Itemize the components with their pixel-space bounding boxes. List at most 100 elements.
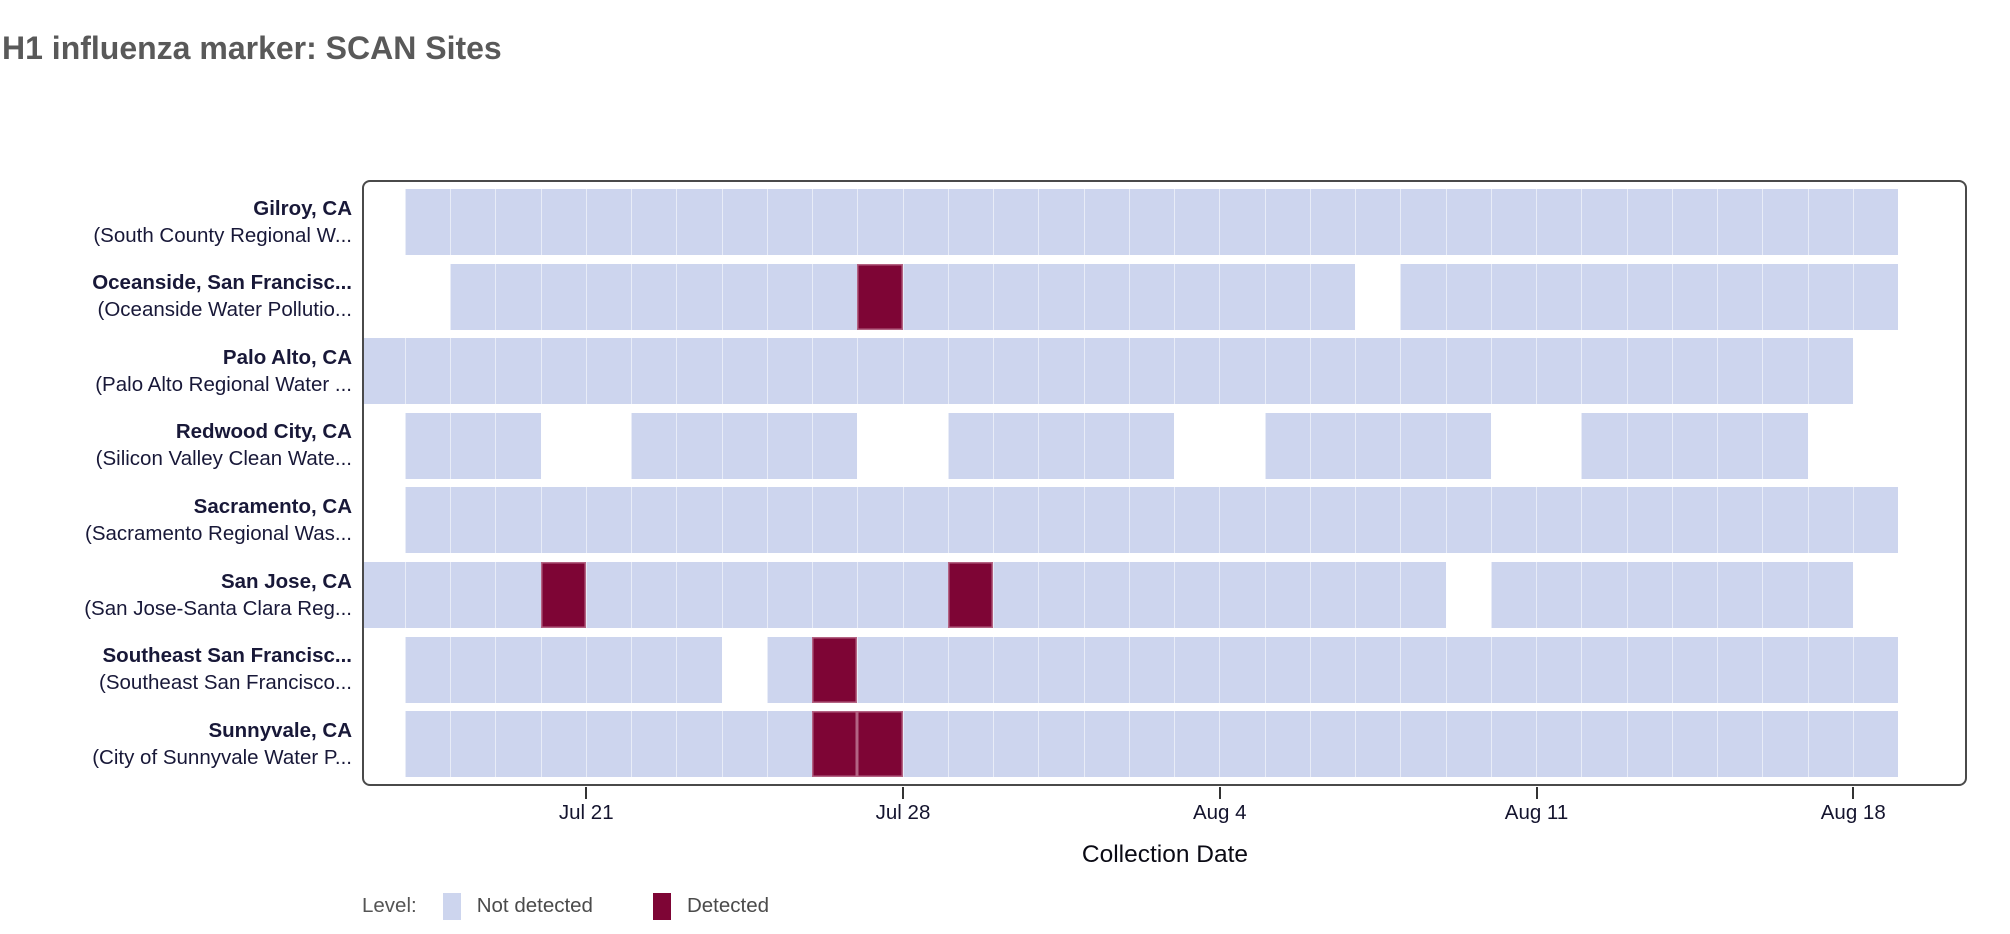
- heatmap-tile-not-detected: [1174, 189, 1220, 255]
- heatmap-tile-not-detected: [631, 636, 677, 703]
- heatmap-tile-not-detected: [766, 636, 812, 703]
- heatmap-tile-not-detected: [585, 189, 631, 255]
- site-city: Sacramento, CA: [193, 494, 352, 518]
- heatmap-tile-not-detected: [1400, 412, 1446, 479]
- heatmap-tile-not-detected: [1355, 412, 1401, 479]
- heatmap-tile-not-detected: [947, 412, 993, 479]
- heatmap-tile-not-detected: [1309, 636, 1355, 703]
- heatmap-tile-not-detected: [1762, 263, 1808, 330]
- heatmap-tile-not-detected: [812, 487, 858, 554]
- heatmap-tile-not-detected: [902, 487, 948, 554]
- heatmap-tile-not-detected: [1083, 412, 1129, 479]
- heatmap-tile-not-detected: [1445, 711, 1491, 778]
- heatmap-tile-not-detected: [721, 263, 767, 330]
- heatmap-tile-not-detected: [1038, 263, 1084, 330]
- heatmap-tile-not-detected: [1264, 711, 1310, 778]
- heatmap-tile-not-detected: [1445, 636, 1491, 703]
- heatmap-tile-not-detected: [812, 562, 858, 628]
- heatmap-tile-not-detected: [1717, 412, 1763, 479]
- heatmap-tile-not-detected: [1355, 189, 1401, 255]
- heatmap-tile-not-detected: [1852, 189, 1898, 255]
- heatmap-tile-not-detected: [1536, 189, 1582, 255]
- heatmap-tile-not-detected: [947, 189, 993, 255]
- heatmap-tile-not-detected: [450, 412, 496, 479]
- heatmap-tile-not-detected: [1128, 338, 1174, 405]
- heatmap-tile-not-detected: [676, 338, 722, 405]
- heatmap-tile-not-detected: [1445, 338, 1491, 405]
- x-tick-mark: [1535, 787, 1538, 799]
- heatmap-tile-not-detected: [857, 338, 903, 405]
- heatmap-tile-not-detected: [1128, 189, 1174, 255]
- heatmap-tile-not-detected: [450, 487, 496, 554]
- heatmap-tile-not-detected: [450, 562, 496, 628]
- heatmap-tile-not-detected: [721, 189, 767, 255]
- heatmap-tile-not-detected: [1536, 487, 1582, 554]
- x-tick-label: Aug 18: [1820, 801, 1886, 824]
- heatmap-tile-not-detected: [585, 711, 631, 778]
- heatmap-tile-not-detected: [1309, 189, 1355, 255]
- heatmap-tile-not-detected: [1536, 562, 1582, 628]
- x-tick-mark: [585, 787, 588, 799]
- heatmap-tile-not-detected: [495, 338, 541, 405]
- heatmap-tile-not-detected: [1038, 189, 1084, 255]
- heatmap-tile-not-detected: [993, 189, 1039, 255]
- heatmap-tile-not-detected: [631, 263, 677, 330]
- heatmap-tile-not-detected: [1581, 711, 1627, 778]
- x-tick-label: Jul 21: [558, 801, 614, 824]
- legend-swatch-not-detected-icon: [442, 892, 461, 920]
- heatmap-tile-not-detected: [1490, 636, 1536, 703]
- x-tick-label: Aug 11: [1504, 801, 1569, 824]
- heatmap-tile-not-detected: [495, 636, 541, 703]
- heatmap-tile-not-detected: [1219, 711, 1265, 778]
- heatmap-tile-not-detected: [1083, 711, 1129, 778]
- heatmap-tile-not-detected: [631, 189, 677, 255]
- heatmap-tile-not-detected: [1852, 487, 1898, 554]
- heatmap-tile-not-detected: [631, 711, 677, 778]
- heatmap-tile-not-detected: [1219, 487, 1265, 554]
- heatmap-tile-not-detected: [1445, 412, 1491, 479]
- heatmap-tile-not-detected: [450, 711, 496, 778]
- x-tick-mark: [1852, 787, 1855, 799]
- heatmap-tile-not-detected: [766, 562, 812, 628]
- site-facility: (Sacramento Regional Was...: [85, 521, 352, 545]
- heatmap-tile-not-detected: [857, 189, 903, 255]
- heatmap-tile-not-detected: [1038, 711, 1084, 778]
- heatmap-tile-not-detected: [1264, 189, 1310, 255]
- site-city: Palo Alto, CA: [222, 345, 352, 369]
- heatmap-tile-not-detected: [1445, 189, 1491, 255]
- heatmap-tile-not-detected: [1671, 338, 1717, 405]
- heatmap-tile-not-detected: [1536, 338, 1582, 405]
- heatmap-tile-not-detected: [1671, 412, 1717, 479]
- heatmap-tile-not-detected: [1581, 487, 1627, 554]
- heatmap-tile-not-detected: [631, 487, 677, 554]
- heatmap-tile-not-detected: [1445, 487, 1491, 554]
- heatmap-tile-not-detected: [766, 412, 812, 479]
- heatmap-tile-not-detected: [1174, 487, 1220, 554]
- x-axis-title: Collection Date: [1081, 841, 1249, 868]
- heatmap-tile-not-detected: [993, 338, 1039, 405]
- heatmap-tile-not-detected: [902, 189, 948, 255]
- heatmap-tile-not-detected: [857, 562, 903, 628]
- heatmap-tile-not-detected: [1038, 562, 1084, 628]
- heatmap-tile-not-detected: [1400, 562, 1446, 628]
- heatmap-tile-not-detected: [540, 487, 586, 554]
- site-label: Palo Alto, CA (Palo Alto Regional Water .…: [0, 344, 352, 398]
- heatmap-tile-not-detected: [1626, 487, 1672, 554]
- heatmap-tile-not-detected: [631, 338, 677, 405]
- heatmap-tile-not-detected: [1264, 338, 1310, 405]
- heatmap-tile-not-detected: [1400, 636, 1446, 703]
- site-label: Sacramento, CA (Sacramento Regional Was..…: [0, 493, 352, 547]
- plot-panel: [362, 180, 1967, 786]
- heatmap-tile-not-detected: [404, 711, 450, 778]
- heatmap-tile-detected: [947, 562, 993, 628]
- heatmap-tile-not-detected: [495, 189, 541, 255]
- heatmap-tile-not-detected: [1807, 711, 1853, 778]
- heatmap-tile-not-detected: [1717, 189, 1763, 255]
- site-facility: (South County Regional W...: [93, 223, 352, 247]
- heatmap-tile-not-detected: [1581, 562, 1627, 628]
- heatmap-tile-not-detected: [404, 338, 450, 405]
- heatmap-tile-not-detected: [585, 636, 631, 703]
- heatmap-tile-not-detected: [1264, 487, 1310, 554]
- heatmap-tile-not-detected: [1581, 263, 1627, 330]
- heatmap-tile-not-detected: [676, 711, 722, 778]
